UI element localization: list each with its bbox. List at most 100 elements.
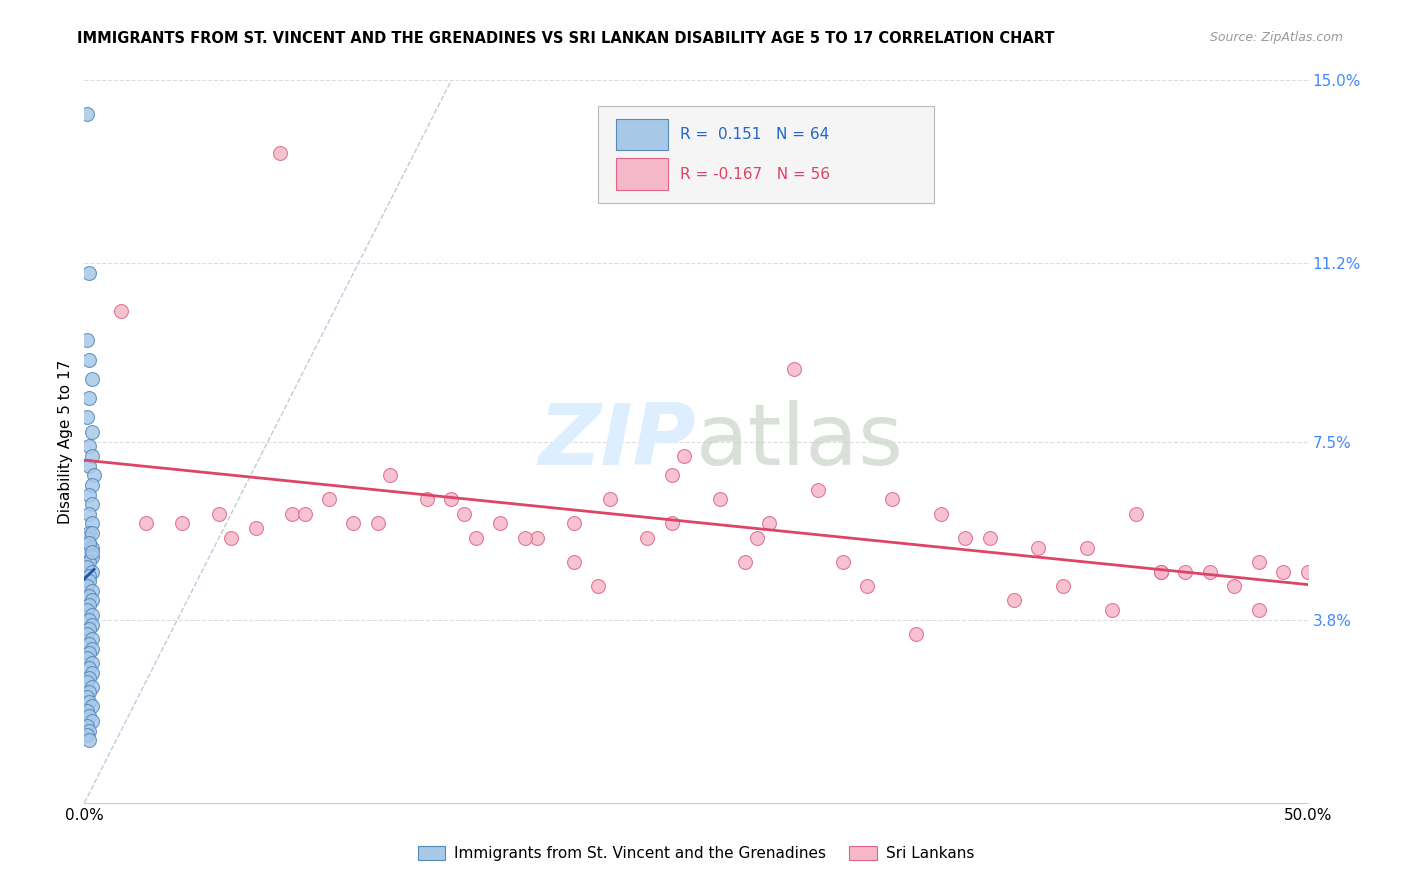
Point (80, 583, 103, 598)
Point (80, 617, 103, 632)
Point (77, 623, 100, 637)
FancyBboxPatch shape (598, 105, 935, 203)
Point (783, 362, 806, 376)
Point (77, 709, 100, 723)
Point (380, 468, 402, 483)
Point (219, 531, 242, 545)
Point (80, 680, 103, 694)
Legend: Immigrants from St. Vincent and the Grenadines, Sri Lankans: Immigrants from St. Vincent and the Gren… (412, 840, 980, 867)
Point (77, 507, 100, 521)
Point (80, 641, 103, 656)
Point (77, 266, 100, 280)
Point (367, 516, 389, 531)
Point (526, 531, 548, 545)
Point (1101, 603, 1123, 617)
Point (76, 579, 98, 593)
Point (453, 507, 475, 521)
Point (76, 603, 98, 617)
Y-axis label: Disability Age 5 to 17: Disability Age 5 to 17 (58, 359, 73, 524)
Point (294, 507, 316, 521)
Point (77, 439, 100, 453)
Text: Source: ZipAtlas.com: Source: ZipAtlas.com (1209, 31, 1343, 45)
Point (1198, 565, 1220, 579)
Point (80, 714, 103, 728)
Point (77, 352, 100, 367)
Point (76, 107, 98, 121)
Point (636, 531, 658, 545)
Point (135, 516, 157, 531)
Point (77, 613, 100, 627)
Point (856, 579, 879, 593)
Point (513, 531, 536, 545)
Point (77, 535, 100, 549)
Point (76, 651, 98, 665)
Point (110, 304, 132, 318)
Point (76, 719, 98, 733)
Text: ZIP: ZIP (538, 400, 696, 483)
Point (929, 507, 952, 521)
Text: atlas: atlas (696, 400, 904, 483)
Point (562, 516, 585, 531)
Point (80, 449, 103, 463)
Point (1002, 593, 1025, 607)
Point (77, 637, 100, 651)
Point (953, 531, 976, 545)
Point (586, 579, 609, 593)
Point (76, 531, 98, 545)
Point (661, 468, 683, 483)
Point (76, 728, 98, 742)
Point (77, 545, 100, 559)
Point (80, 545, 103, 559)
Point (77, 695, 100, 709)
Point (172, 516, 194, 531)
Point (80, 526, 103, 541)
Point (80, 425, 103, 439)
Point (318, 492, 340, 507)
Point (1150, 565, 1173, 579)
Point (80, 565, 103, 579)
Point (77, 733, 100, 747)
Point (269, 145, 291, 160)
Point (76, 690, 98, 704)
Point (1150, 565, 1173, 579)
Point (77, 391, 100, 405)
Point (1174, 565, 1197, 579)
Point (76, 334, 98, 348)
Point (80, 497, 103, 511)
Point (489, 516, 512, 531)
Point (77, 647, 100, 661)
Point (80, 541, 103, 555)
Point (77, 723, 100, 738)
Point (831, 555, 853, 569)
Point (661, 516, 683, 531)
Point (709, 492, 731, 507)
Point (440, 492, 463, 507)
Point (76, 675, 98, 690)
Point (599, 492, 621, 507)
Point (880, 492, 903, 507)
Point (672, 449, 695, 463)
Point (77, 671, 100, 685)
Point (77, 526, 100, 541)
Point (758, 516, 780, 531)
Point (208, 507, 231, 521)
Point (80, 516, 103, 531)
Point (80, 607, 103, 622)
Point (80, 656, 103, 670)
Point (76, 410, 98, 425)
Text: IMMIGRANTS FROM ST. VINCENT AND THE GRENADINES VS SRI LANKAN DISABILITY AGE 5 TO: IMMIGRANTS FROM ST. VINCENT AND THE GREN… (77, 31, 1054, 46)
Point (1296, 565, 1319, 579)
Point (245, 521, 267, 535)
Text: R = -0.167   N = 56: R = -0.167 N = 56 (681, 167, 830, 182)
Point (464, 531, 486, 545)
Point (77, 661, 100, 675)
Point (281, 507, 304, 521)
Point (1076, 541, 1098, 555)
Point (807, 483, 830, 497)
Point (80, 593, 103, 607)
Point (76, 704, 98, 718)
Point (562, 555, 585, 569)
Point (80, 550, 103, 565)
Text: R =  0.151   N = 64: R = 0.151 N = 64 (681, 127, 830, 142)
Point (76, 627, 98, 641)
